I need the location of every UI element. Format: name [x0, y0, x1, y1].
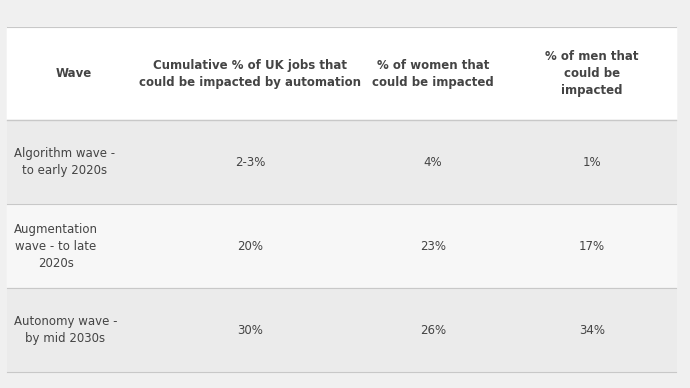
Text: 30%: 30% [237, 324, 263, 337]
Text: 34%: 34% [579, 324, 604, 337]
Text: Cumulative % of UK jobs that
could be impacted by automation: Cumulative % of UK jobs that could be im… [139, 59, 361, 89]
Text: 2-3%: 2-3% [235, 156, 266, 169]
Text: Algorithm wave -
to early 2020s: Algorithm wave - to early 2020s [14, 147, 115, 177]
Text: 17%: 17% [579, 240, 604, 253]
Bar [7, 288, 676, 372]
Text: % of women that
could be impacted: % of women that could be impacted [372, 59, 494, 89]
Text: % of men that
could be
impacted: % of men that could be impacted [545, 50, 638, 97]
Text: 23%: 23% [420, 240, 446, 253]
Bar [7, 120, 676, 204]
Text: Autonomy wave -
by mid 2030s: Autonomy wave - by mid 2030s [14, 315, 117, 345]
Text: 26%: 26% [420, 324, 446, 337]
Text: Augmentation
wave - to late
2020s: Augmentation wave - to late 2020s [14, 223, 98, 270]
Bar [7, 27, 676, 372]
Bar [7, 204, 676, 288]
Text: 1%: 1% [582, 156, 601, 169]
Bar [7, 27, 676, 120]
Text: 4%: 4% [424, 156, 442, 169]
Text: Wave: Wave [56, 67, 92, 80]
Text: 20%: 20% [237, 240, 263, 253]
